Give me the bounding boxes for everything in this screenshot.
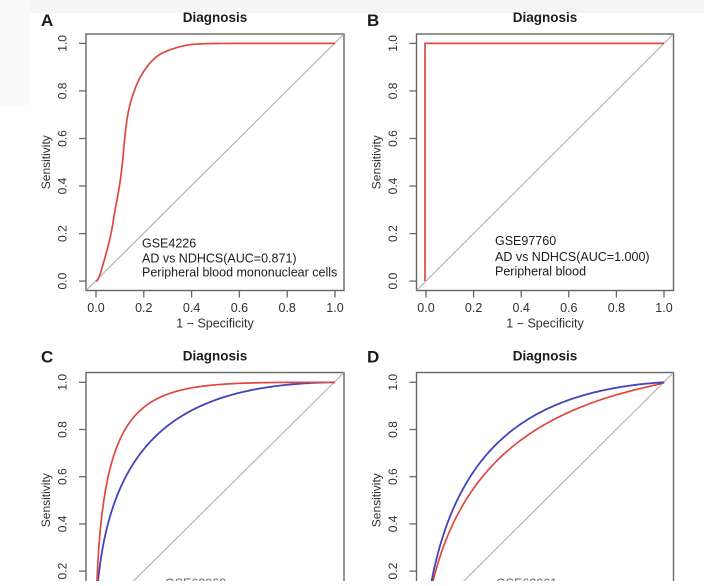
svg-text:GSE4226: GSE4226 bbox=[142, 236, 196, 250]
svg-text:Sensitivity: Sensitivity bbox=[370, 135, 384, 189]
svg-text:1.0: 1.0 bbox=[326, 301, 343, 315]
svg-text:1 − Specificity: 1 − Specificity bbox=[506, 317, 584, 331]
svg-text:0.0: 0.0 bbox=[417, 301, 434, 315]
svg-text:0.2: 0.2 bbox=[56, 225, 70, 242]
svg-text:A: A bbox=[41, 11, 53, 30]
svg-text:0.4: 0.4 bbox=[386, 515, 400, 532]
svg-text:1.0: 1.0 bbox=[386, 35, 400, 52]
svg-text:C: C bbox=[41, 348, 53, 367]
svg-text:0.4: 0.4 bbox=[56, 177, 70, 194]
svg-text:Peripheral blood: Peripheral blood bbox=[495, 265, 586, 279]
svg-text:1.0: 1.0 bbox=[655, 301, 672, 315]
svg-text:0.4: 0.4 bbox=[386, 177, 400, 194]
svg-text:GSE97760: GSE97760 bbox=[495, 234, 556, 248]
svg-text:0.8: 0.8 bbox=[608, 301, 625, 315]
svg-text:0.4: 0.4 bbox=[513, 301, 530, 315]
svg-text:0.4: 0.4 bbox=[56, 515, 70, 532]
svg-text:0.4: 0.4 bbox=[183, 301, 200, 315]
svg-text:0.2: 0.2 bbox=[465, 301, 482, 315]
svg-text:0.0: 0.0 bbox=[56, 272, 70, 289]
svg-text:Sensitivity: Sensitivity bbox=[370, 473, 384, 527]
svg-text:Diagnosis: Diagnosis bbox=[513, 10, 578, 25]
svg-text:GSE63060: GSE63060 bbox=[165, 576, 226, 581]
svg-text:0.2: 0.2 bbox=[56, 562, 70, 579]
svg-text:Sensitivity: Sensitivity bbox=[39, 473, 53, 527]
svg-text:Diagnosis: Diagnosis bbox=[513, 349, 578, 364]
svg-text:1.0: 1.0 bbox=[56, 374, 70, 391]
svg-text:B: B bbox=[367, 11, 379, 30]
svg-text:0.8: 0.8 bbox=[279, 301, 296, 315]
svg-text:Diagnosis: Diagnosis bbox=[183, 10, 248, 25]
svg-text:0.8: 0.8 bbox=[56, 82, 70, 99]
svg-text:0.6: 0.6 bbox=[231, 301, 248, 315]
svg-text:0.8: 0.8 bbox=[386, 421, 400, 438]
svg-text:0.6: 0.6 bbox=[56, 130, 70, 147]
svg-text:0.6: 0.6 bbox=[56, 468, 70, 485]
svg-text:Diagnosis: Diagnosis bbox=[183, 349, 248, 364]
svg-text:AD vs NDHCS(AUC=1.000): AD vs NDHCS(AUC=1.000) bbox=[495, 250, 650, 264]
svg-text:GSE63061: GSE63061 bbox=[496, 576, 557, 581]
svg-text:0.6: 0.6 bbox=[560, 301, 577, 315]
svg-text:0.8: 0.8 bbox=[386, 82, 400, 99]
svg-text:0.6: 0.6 bbox=[386, 468, 400, 485]
svg-text:1.0: 1.0 bbox=[56, 35, 70, 52]
svg-text:Sensitivity: Sensitivity bbox=[39, 135, 53, 189]
svg-text:1 − Specificity: 1 − Specificity bbox=[176, 317, 254, 331]
svg-text:0.2: 0.2 bbox=[386, 562, 400, 579]
svg-text:1.0: 1.0 bbox=[386, 374, 400, 391]
svg-text:0.0: 0.0 bbox=[386, 272, 400, 289]
svg-text:AD vs NDHCS(AUC=0.871): AD vs NDHCS(AUC=0.871) bbox=[142, 251, 297, 265]
svg-text:Peripheral blood mononuclear c: Peripheral blood mononuclear cells bbox=[142, 265, 337, 279]
svg-text:D: D bbox=[367, 348, 379, 367]
svg-text:0.8: 0.8 bbox=[56, 421, 70, 438]
svg-text:0.2: 0.2 bbox=[386, 225, 400, 242]
svg-text:0.2: 0.2 bbox=[135, 301, 152, 315]
svg-text:0.6: 0.6 bbox=[386, 130, 400, 147]
svg-text:0.0: 0.0 bbox=[87, 301, 104, 315]
